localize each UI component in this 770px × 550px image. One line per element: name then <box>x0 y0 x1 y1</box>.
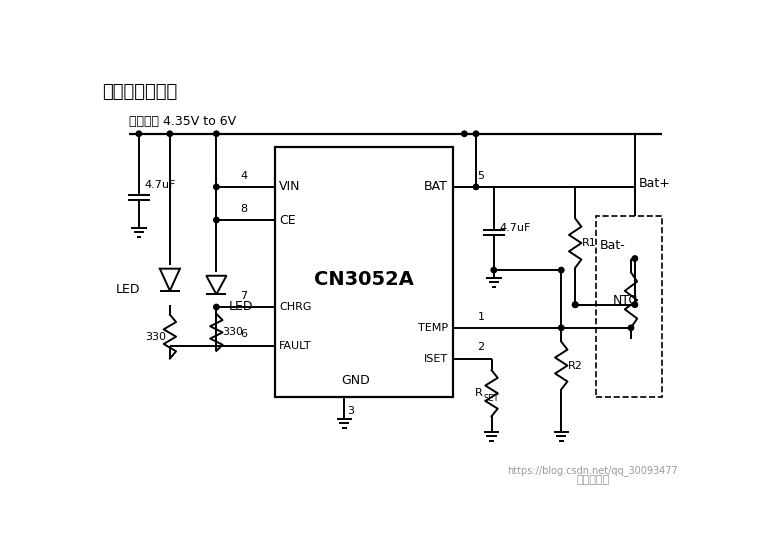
Text: VIN: VIN <box>280 180 300 194</box>
Text: 8: 8 <box>240 204 247 214</box>
Circle shape <box>628 325 634 331</box>
Text: 电路一点通: 电路一点通 <box>577 475 610 485</box>
Text: SET: SET <box>484 394 499 403</box>
Bar <box>274 147 453 397</box>
Text: 3: 3 <box>347 406 354 416</box>
Text: LED: LED <box>229 300 253 313</box>
Text: https://blog.csdn.net/qq_30093477: https://blog.csdn.net/qq_30093477 <box>507 465 678 476</box>
Circle shape <box>572 302 578 307</box>
Text: 4.7uF: 4.7uF <box>499 223 531 233</box>
Text: 4: 4 <box>240 170 247 181</box>
Circle shape <box>572 302 578 307</box>
Circle shape <box>632 256 638 261</box>
Circle shape <box>462 131 467 136</box>
Text: BAT: BAT <box>424 180 448 194</box>
Bar <box>596 216 662 397</box>
Text: 2: 2 <box>477 343 484 353</box>
Circle shape <box>213 217 219 223</box>
Circle shape <box>213 131 219 136</box>
Circle shape <box>558 325 564 331</box>
Text: CHRG: CHRG <box>280 302 312 312</box>
Text: NTC: NTC <box>612 294 638 307</box>
Text: R: R <box>474 388 482 398</box>
Text: CE: CE <box>280 213 296 227</box>
Text: 7: 7 <box>240 291 247 301</box>
Text: 330: 330 <box>145 332 166 342</box>
Text: R2: R2 <box>567 361 582 371</box>
Text: TEMP: TEMP <box>418 323 448 333</box>
Circle shape <box>632 302 638 307</box>
Text: 6: 6 <box>240 329 247 339</box>
Circle shape <box>167 131 172 136</box>
Text: 输入电压 4.35V to 6V: 输入电压 4.35V to 6V <box>129 115 236 128</box>
Text: Bat-: Bat- <box>600 239 626 252</box>
Text: ISET: ISET <box>424 354 448 364</box>
Circle shape <box>491 267 497 273</box>
Text: 4.7uF: 4.7uF <box>144 180 176 190</box>
Text: FAULT: FAULT <box>280 340 312 350</box>
Text: GND: GND <box>342 373 370 387</box>
Text: Bat+: Bat+ <box>639 177 671 190</box>
Circle shape <box>213 304 219 310</box>
Circle shape <box>558 267 564 273</box>
Circle shape <box>474 184 479 190</box>
Text: 典型应用电路：: 典型应用电路： <box>102 83 178 101</box>
Text: LED: LED <box>116 283 140 296</box>
Text: 5: 5 <box>477 170 484 181</box>
Circle shape <box>136 131 142 136</box>
Circle shape <box>474 131 479 136</box>
Text: 330: 330 <box>223 327 243 337</box>
Text: CN3052A: CN3052A <box>313 270 413 289</box>
Circle shape <box>213 184 219 190</box>
Text: R1: R1 <box>581 238 596 248</box>
Text: 1: 1 <box>477 312 484 322</box>
